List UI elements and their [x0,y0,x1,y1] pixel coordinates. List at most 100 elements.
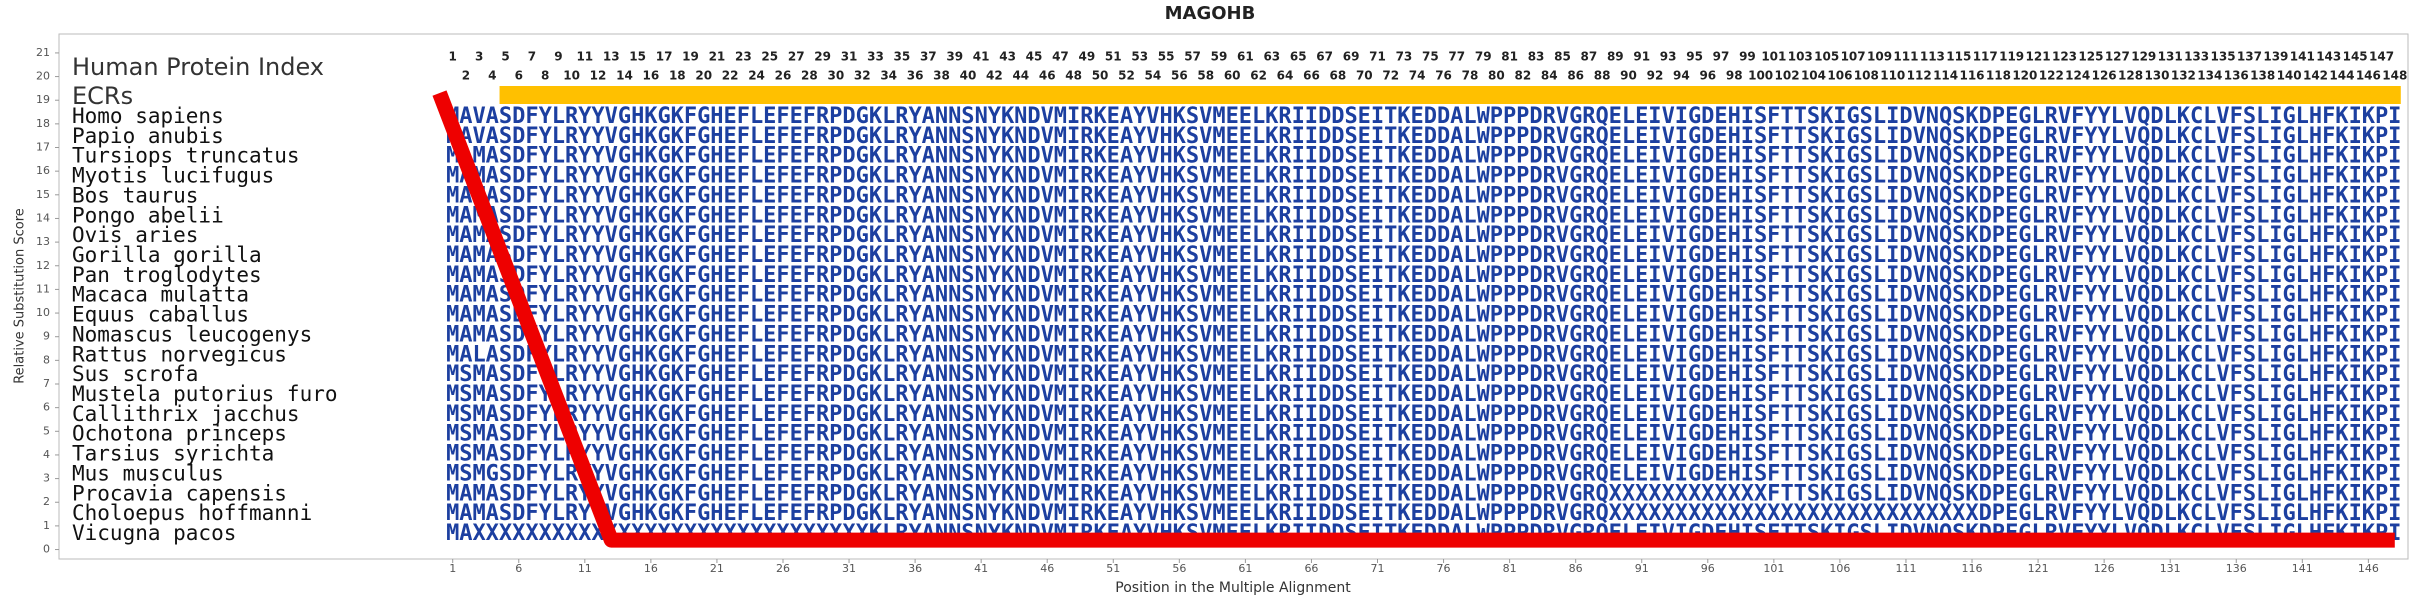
y-tick-label: 17 [36,141,50,154]
species-name: Bos taurus [72,183,198,207]
protein-index-label: 36 [907,69,924,83]
y-tick-label: 2 [43,495,50,508]
y-tick-label: 0 [43,543,50,556]
index-label: Human Protein Index [72,53,324,81]
x-tick-label: 91 [1635,562,1649,575]
protein-index-label: 97 [1713,50,1730,64]
y-tick-label: 21 [36,46,50,59]
protein-index-label: 109 [1867,50,1892,64]
x-tick-label: 131 [2160,562,2181,575]
x-tick-label: 1 [449,562,456,575]
species-name: Gorilla gorilla [72,243,262,267]
protein-index-label: 117 [1973,50,1998,64]
protein-index-label: 82 [1514,69,1531,83]
x-tick-label: 121 [2028,562,2049,575]
y-tick-label: 4 [43,448,50,461]
species-name: Callithrix jacchus [72,402,300,426]
protein-index-label: 118 [1986,69,2011,83]
protein-index-label: 99 [1739,50,1756,64]
protein-index-label: 75 [1422,50,1439,64]
y-axis-label: Relative Substitution Score [13,208,28,384]
protein-index-label: 8 [541,69,549,83]
protein-index-label: 23 [735,50,752,64]
protein-index-label: 32 [854,69,871,83]
protein-index-label: 16 [643,69,660,83]
protein-index-label: 27 [788,50,805,64]
protein-index-label: 132 [2171,69,2196,83]
protein-index-label: 63 [1263,50,1280,64]
y-tick-label: 12 [36,259,50,272]
species-name: Homo sapiens [72,104,224,128]
y-tick-label: 5 [43,424,50,437]
protein-index-label: 134 [2197,69,2222,83]
y-tick-label: 1 [43,519,50,532]
protein-index-label: 126 [2092,69,2117,83]
protein-index-label: 94 [1673,69,1690,83]
y-tick-label: 6 [43,401,50,414]
protein-index-label: 84 [1541,69,1558,83]
protein-index-label: 130 [2144,69,2169,83]
protein-index-label: 124 [2065,69,2090,83]
x-tick-label: 11 [578,562,592,575]
protein-index-label: 127 [2105,50,2130,64]
protein-index-label: 105 [1814,50,1839,64]
x-tick-label: 31 [842,562,856,575]
y-tick-label: 14 [36,211,50,224]
x-tick-label: 76 [1437,562,1451,575]
protein-index-label: 114 [1933,69,1958,83]
y-tick-label: 19 [36,93,50,106]
protein-index-label: 129 [2131,50,2156,64]
sequence: MAVASDFYLRYYVGHKGKFGHEFLEFEFRPDGKLRYANNS… [446,124,2401,149]
sequence: MAMASDFYLRYYVGHKGKFGHEFLEFEFRPDGKLRYANNS… [446,203,2401,228]
protein-index-label: 73 [1396,50,1413,64]
x-tick-label: 6 [515,562,522,575]
protein-index-label: 100 [1748,69,1773,83]
ecr-label: ECRs [72,82,133,110]
protein-index-label: 106 [1827,69,1852,83]
protein-index-label: 58 [1197,69,1214,83]
substitution-line [432,90,2395,548]
y-tick-label: 8 [43,353,50,366]
protein-index-label: 148 [2382,69,2407,83]
protein-index-label: 4 [488,69,496,83]
protein-index-label: 38 [933,69,950,83]
protein-index-label: 60 [1224,69,1241,83]
sequence: MSMASDFYLRYYVGHKGKFGHEFLEFEFRPDGKLRYANNS… [446,382,2401,407]
protein-index-label: 51 [1105,50,1122,64]
protein-index-label: 64 [1277,69,1294,83]
protein-index-label: 66 [1303,69,1320,83]
protein-index-label: 48 [1065,69,1082,83]
protein-index-label: 31 [841,50,858,64]
protein-index-label: 147 [2369,50,2394,64]
protein-index-label: 139 [2263,50,2288,64]
protein-index-label: 72 [1382,69,1399,83]
sequence: MAMASDFYLRYYVGHKGKFGHEFLEFEFRPDGKLRYANNS… [446,263,2401,288]
protein-index-label: 90 [1620,69,1637,83]
protein-index-label: 21 [709,50,726,64]
species-name: Ochotona princeps [72,422,287,446]
sequence: MAMASDFYLRYYVGHKGKFGHEFLEFEFRPDGKLRYANNS… [446,501,2401,526]
y-tick-label: 7 [43,377,50,390]
x-tick-label: 111 [1895,562,1916,575]
protein-index-label: 61 [1237,50,1254,64]
protein-index-label: 59 [1211,50,1228,64]
protein-index-label: 83 [1528,50,1545,64]
sequence: MSMASDFYLRYYVGHKGKFGHEFLEFEFRPDGKLRYANNS… [446,442,2401,467]
species-name: Pan troglodytes [72,263,262,287]
plot-frame [58,33,2409,560]
protein-index-label: 13 [603,50,620,64]
species-name: Mustela putorius furo [72,382,338,406]
species-name: Sus scrofa [72,362,198,386]
protein-index-label: 2 [462,69,470,83]
x-tick-label: 126 [2094,562,2115,575]
protein-index-label: 96 [1699,69,1716,83]
protein-index-label: 50 [1092,69,1109,83]
species-name: Rattus norvegicus [72,342,287,366]
y-tick-label: 16 [36,164,50,177]
protein-index-label: 92 [1647,69,1664,83]
protein-index-label: 111 [1893,50,1918,64]
sequence: MALASDFYLRYYVGHKGKFGHEFLEFEFRPDGKLRYANNS… [446,342,2401,367]
protein-index-label: 115 [1946,50,1971,64]
species-name: Papio anubis [72,124,224,148]
